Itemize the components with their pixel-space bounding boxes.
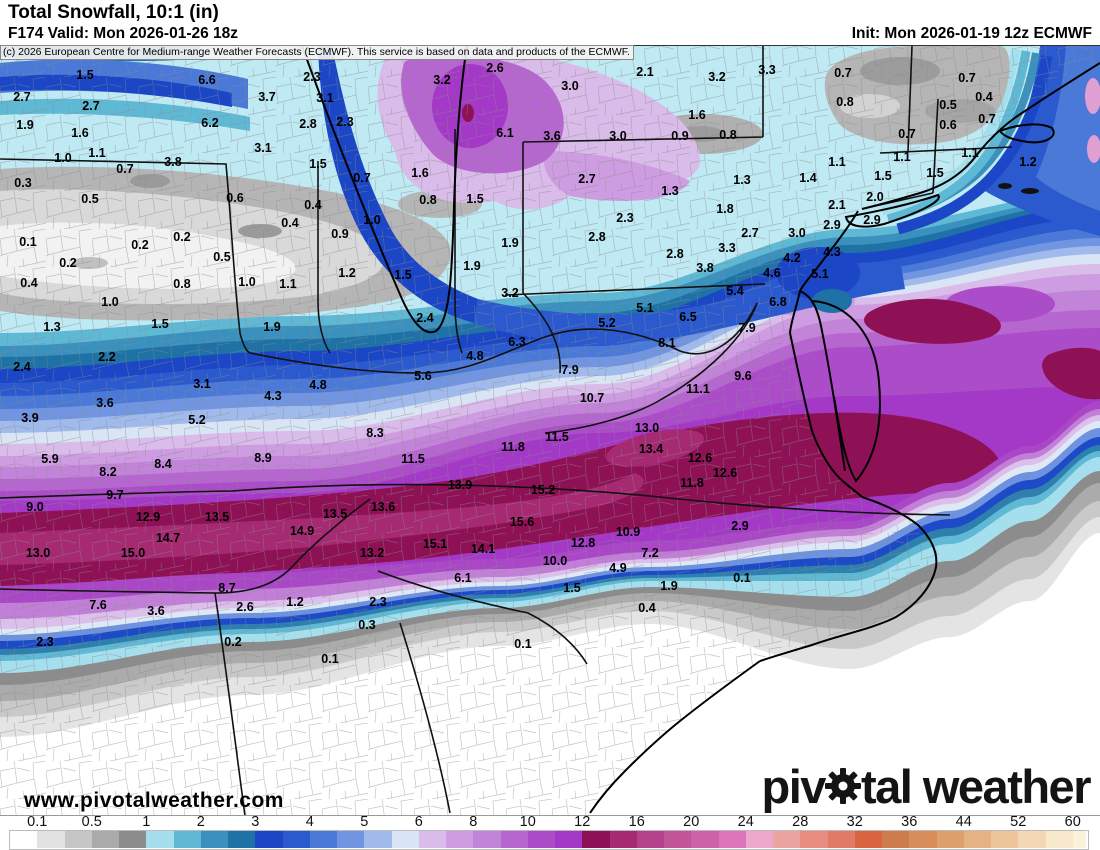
colorbar-cell	[119, 831, 147, 848]
colorbar-tick: 12	[574, 814, 591, 830]
pivotal-weather-logo: piv tal weather	[761, 760, 1092, 813]
logo-text-pre: piv	[761, 760, 827, 813]
colorbar-cell	[473, 831, 501, 848]
page-title: Total Snowfall, 10:1 (in)	[8, 2, 219, 23]
snowfall-map	[0, 45, 1100, 817]
colorbar-tick: 4	[305, 814, 314, 830]
colorbar-cell	[10, 831, 38, 848]
colorbar-cell	[446, 831, 474, 848]
colorbar-tick: 6	[414, 814, 423, 830]
colorbar-cell	[745, 831, 773, 848]
colorbar-tick: 1	[142, 814, 151, 830]
colorbar-tick: 2	[196, 814, 205, 830]
colorbar-cell	[309, 831, 337, 848]
colorbar-cell	[91, 831, 119, 848]
colorbar-tick: 36	[901, 814, 918, 830]
colorbar-cell	[854, 831, 882, 848]
colorbar-tick: 44	[955, 814, 972, 830]
gear-icon	[823, 766, 863, 813]
watermark-url: www.pivotalweather.com	[24, 789, 284, 812]
colorbar-cell	[1072, 831, 1086, 848]
colorbar-cell	[500, 831, 528, 848]
colorbar-cell	[418, 831, 446, 848]
colorbar-tick: 5	[360, 814, 369, 830]
copyright-notice: (c) 2026 European Centre for Medium-rang…	[0, 45, 634, 60]
colorbar-tick: 28	[792, 814, 809, 830]
valid-time-label: F174 Valid: Mon 2026-01-26 18z	[8, 25, 239, 42]
colorbar-tick: 16	[628, 814, 645, 830]
map-canvas[interactable]	[0, 45, 1100, 817]
colorbar-cell	[609, 831, 637, 848]
colorbar-cell	[909, 831, 937, 848]
colorbar-cell	[37, 831, 65, 848]
colorbar-cell	[1018, 831, 1046, 848]
state-borders	[0, 45, 1013, 817]
colorbar: 0.1 0.5 1 2 3 4 5 6 8 10 12 16 20 24 28 32 36 44 52 60	[0, 814, 1100, 850]
colorbar-cell	[200, 831, 228, 848]
colorbar-cell	[773, 831, 801, 848]
colorbar-cell	[991, 831, 1019, 848]
colorbar-cell	[364, 831, 392, 848]
header: Total Snowfall, 10:1 (in) F174 Valid: Mo…	[0, 0, 1100, 45]
colorbar-cells	[0, 830, 1100, 850]
colorbar-tick: 24	[737, 814, 754, 830]
colorbar-cell	[718, 831, 746, 848]
colorbar-cell	[582, 831, 610, 848]
colorbar-cell	[827, 831, 855, 848]
colorbar-tick: 20	[683, 814, 700, 830]
colorbar-cell	[64, 831, 92, 848]
colorbar-cell	[936, 831, 964, 848]
colorbar-cell	[882, 831, 910, 848]
colorbar-tick: 8	[469, 814, 478, 830]
colorbar-tick: 32	[846, 814, 863, 830]
colorbar-tick: 0.1	[27, 814, 48, 830]
colorbar-cell	[255, 831, 283, 848]
colorbar-tick: 60	[1064, 814, 1081, 830]
colorbar-cell	[800, 831, 828, 848]
colorbar-tick: 0.5	[81, 814, 102, 830]
colorbar-cell	[555, 831, 583, 848]
colorbar-tick: 3	[251, 814, 260, 830]
colorbar-cell	[1045, 831, 1073, 848]
coastline	[301, 45, 1100, 814]
colorbar-cell	[173, 831, 201, 848]
colorbar-cell	[636, 831, 664, 848]
colorbar-cell	[527, 831, 555, 848]
colorbar-cell	[228, 831, 256, 848]
logo-text-post: tal weather	[860, 760, 1092, 813]
colorbar-cell	[963, 831, 991, 848]
colorbar-cell	[146, 831, 174, 848]
colorbar-cell	[664, 831, 692, 848]
colorbar-cell	[691, 831, 719, 848]
colorbar-tick: 52	[1010, 814, 1027, 830]
colorbar-cell	[337, 831, 365, 848]
colorbar-cell	[282, 831, 310, 848]
colorbar-cell	[391, 831, 419, 848]
init-time-label: Init: Mon 2026-01-19 12z ECMWF	[851, 25, 1092, 42]
colorbar-tick: 10	[519, 814, 536, 830]
